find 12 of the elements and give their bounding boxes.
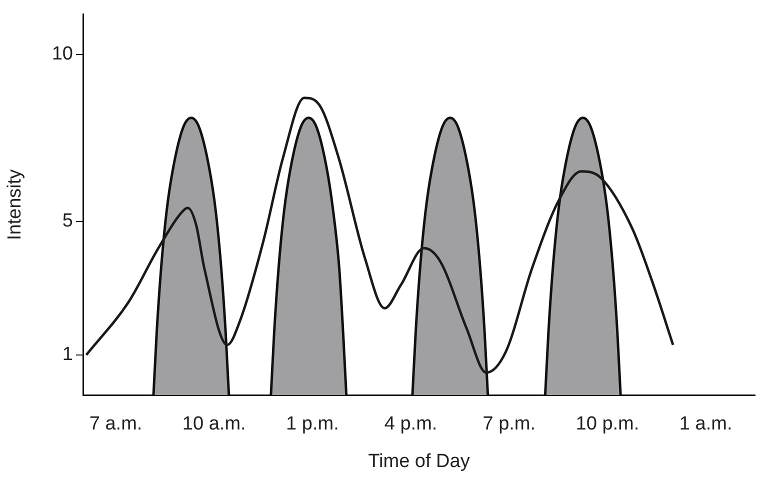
x-axis-title: Time of Day [368,450,470,472]
y-tick-label: 1 [62,344,73,366]
x-tick-label: 10 p.m. [576,414,640,435]
y-tick-label: 5 [62,210,73,232]
x-tick-label: 4 p.m. [384,414,438,435]
x-tick-label: 1 p.m. [286,414,339,435]
y-axis-title: Intensity [4,168,26,240]
x-tick-label: 10 a.m. [182,414,246,435]
y-tick-label: 10 [52,44,73,65]
x-tick-label: 1 a.m. [679,414,732,435]
x-tick-label: 7 p.m. [482,414,536,435]
x-tick-label: 7 a.m. [89,414,142,435]
